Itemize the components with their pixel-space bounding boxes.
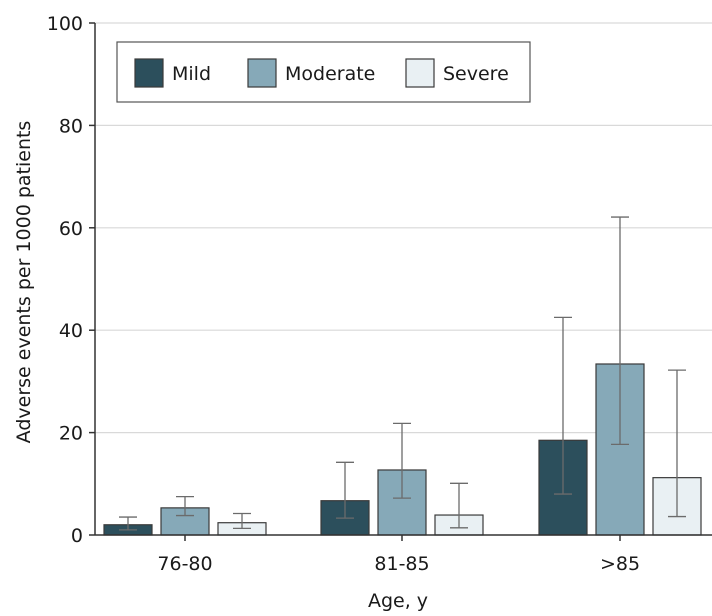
y-axis-title: Adverse events per 1000 patients: [13, 121, 35, 444]
x-tick-label: 76-80: [157, 553, 212, 575]
x-tick-label: >85: [600, 553, 640, 575]
x-axis-title: Age, y: [368, 590, 428, 612]
error-bars: [119, 216, 686, 531]
y-tick-label: 40: [59, 320, 83, 342]
legend-label: Severe: [443, 63, 509, 85]
y-tick-label: 80: [59, 115, 83, 137]
legend-label: Moderate: [285, 63, 375, 85]
y-tick-label: 20: [59, 423, 83, 445]
x-tick-label: 81-85: [374, 553, 429, 575]
x-tick-labels: 76-80 81-85 >85: [157, 535, 640, 575]
y-tick-labels: 0 20 40 60 80 100: [47, 13, 83, 547]
legend-label: Mild: [172, 63, 211, 85]
y-tick-label: 100: [47, 13, 83, 35]
legend-swatch: [247, 58, 277, 88]
y-tick-label: 60: [59, 218, 83, 240]
legend-swatch: [134, 58, 164, 88]
y-tick-label: 0: [71, 525, 83, 547]
legend-swatch: [405, 58, 435, 88]
legend-box: [116, 41, 531, 103]
legend: Mild Moderate Severe: [116, 41, 531, 103]
axes: [94, 23, 712, 536]
